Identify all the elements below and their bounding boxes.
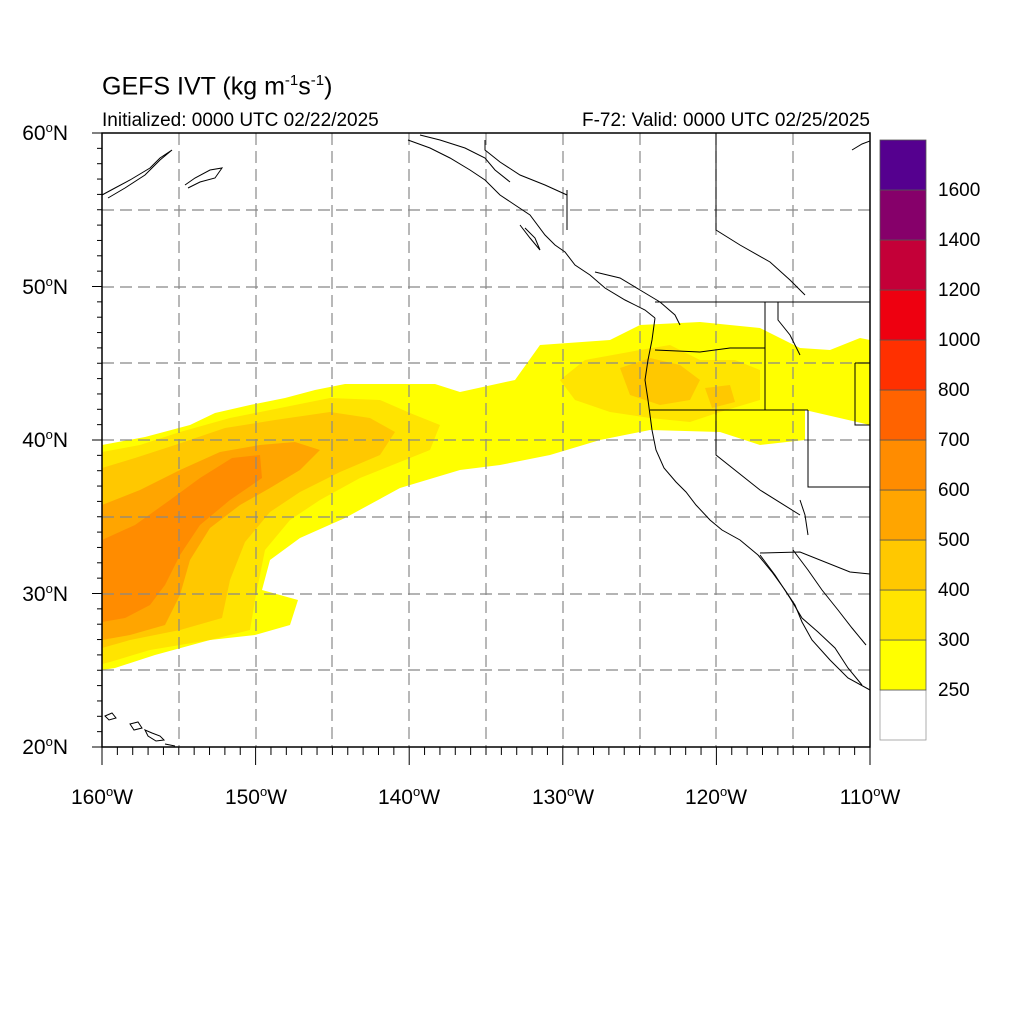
colorbar-box-6 [879,389,927,441]
ivt-600-region [102,455,262,622]
colorbar-box-3 [879,539,927,591]
colorbar-box-10 [879,189,927,241]
lon-label-120w: 120oW [684,784,748,809]
colorbar-label-1600: 1600 [938,180,981,201]
lat-label-30n: 30oN [22,581,68,606]
colorbar-label-300: 300 [938,630,970,651]
lat-label-60n: 60oN [22,120,68,145]
colorbar-box-7 [879,339,927,391]
colorbar-label-1400: 1400 [938,230,981,251]
lon-label-110w: 110oW [839,784,901,809]
colorbar [879,139,927,741]
colorbar-box-8 [879,289,927,341]
colorbar-label-250: 250 [938,680,970,701]
colorbar-label-400: 400 [938,580,970,601]
lon-label-140w: 140oW [377,784,441,809]
lat-label-50n: 50oN [22,274,68,299]
colorbar-label-500: 500 [938,530,970,551]
graticule [102,133,870,747]
colorbar-label-1200: 1200 [938,280,981,301]
lat-label-40n: 40oN [22,427,68,452]
ivt-400-region [102,358,735,648]
political-borders [484,133,870,575]
lon-label-150w: 150oW [224,784,288,809]
axis-ticks [92,132,871,765]
colorbar-box-9 [879,239,927,291]
lon-label-160w: 160oW [70,784,134,809]
valid-time: F-72: Valid: 0000 UTC 02/25/2025 [582,110,870,131]
colorbar-label-700: 700 [938,430,970,451]
colorbar-box-5 [879,439,927,491]
colorbar-box-11 [879,139,927,191]
coastlines [102,134,870,747]
initialized-time: Initialized: 0000 UTC 02/22/2025 [102,110,379,131]
ivt-field [102,322,870,670]
colorbar-box-0 [879,689,927,741]
colorbar-label-800: 800 [938,380,970,401]
colorbar-box-2 [879,589,927,641]
lat-label-20n: 20oN [22,734,68,759]
colorbar-label-1000: 1000 [938,330,981,351]
map-title: GEFS IVT (kg m-1s-1) [102,72,333,101]
lon-label-130w: 130oW [531,784,595,809]
colorbar-label-600: 600 [938,480,970,501]
colorbar-box-4 [879,489,927,541]
colorbar-box-1 [879,639,927,691]
